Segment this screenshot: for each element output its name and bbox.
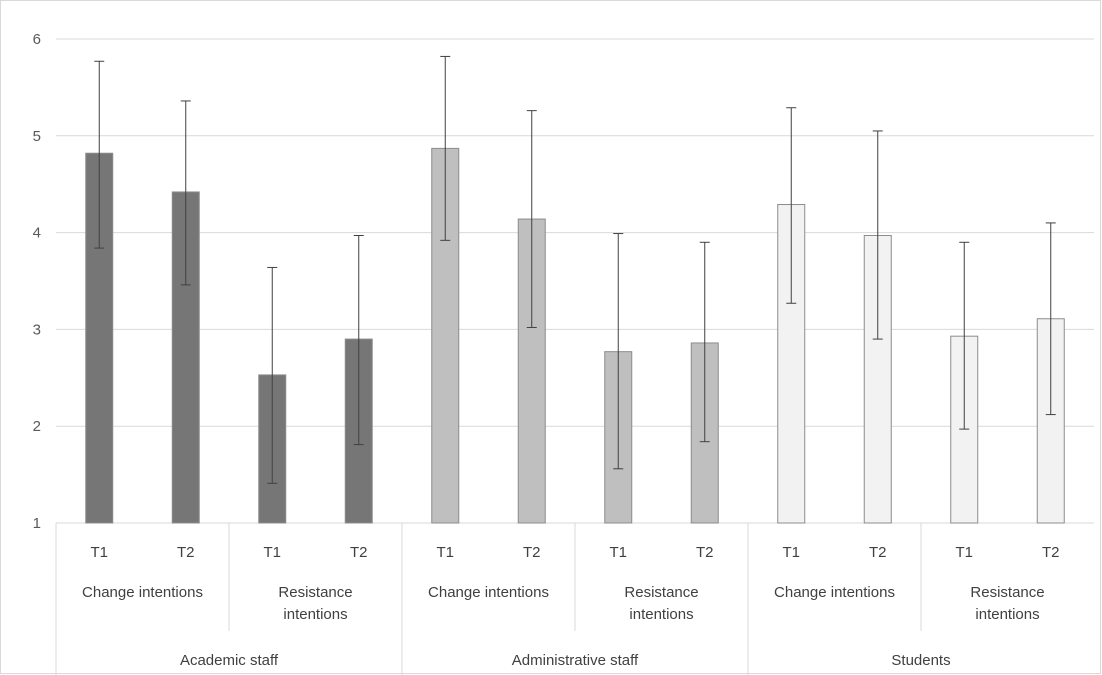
x-tick-label: T2	[1042, 544, 1060, 561]
y-tick-label: 1	[33, 515, 41, 532]
y-tick-label: 4	[33, 225, 41, 242]
subgroup-label: intentions	[629, 606, 693, 623]
y-tick-label: 6	[33, 31, 41, 48]
x-tick-label: T1	[609, 544, 627, 561]
subgroup-label: Change intentions	[774, 584, 895, 601]
y-tick-label: 5	[33, 128, 41, 145]
x-tick-label: T2	[350, 544, 368, 561]
subgroup-label: Change intentions	[428, 584, 549, 601]
subgroup-label: Resistance	[970, 584, 1044, 601]
x-tick-label: T2	[523, 544, 541, 561]
group-label: Students	[891, 652, 950, 669]
subgroup-label: Change intentions	[82, 584, 203, 601]
x-tick-label: T1	[436, 544, 454, 561]
subgroup-label: intentions	[975, 606, 1039, 623]
y-tick-label: 2	[33, 418, 41, 435]
group-label: Administrative staff	[512, 652, 639, 669]
x-tick-label: T2	[696, 544, 714, 561]
subgroup-label: intentions	[283, 606, 347, 623]
x-tick-label: T1	[263, 544, 281, 561]
x-tick-label: T1	[955, 544, 973, 561]
x-tick-label: T1	[782, 544, 800, 561]
group-label: Academic staff	[180, 652, 279, 669]
y-tick-label: 3	[33, 321, 41, 338]
subgroup-label: Resistance	[624, 584, 698, 601]
x-tick-label: T2	[177, 544, 195, 561]
x-tick-label: T2	[869, 544, 887, 561]
subgroup-label: Resistance	[278, 584, 352, 601]
x-tick-label: T1	[90, 544, 108, 561]
